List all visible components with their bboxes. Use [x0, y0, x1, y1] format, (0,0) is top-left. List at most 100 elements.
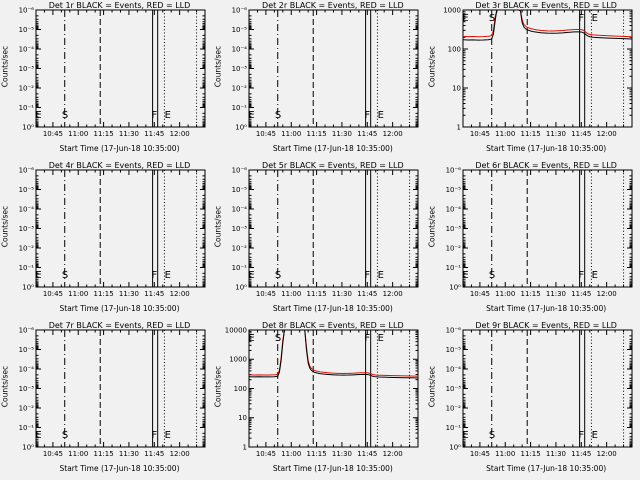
axis-frame — [462, 9, 633, 128]
x-tick-label: 11:30 — [546, 130, 566, 138]
chart-title: Det 9r BLACK = Events, RED = LLD — [475, 321, 617, 330]
x-tick-label: 12:00 — [596, 130, 616, 138]
chart-title: Det 8r BLACK = Events, RED = LLD — [262, 321, 404, 330]
x-axis-label: Start Time (17-Jun-18 10:35:00) — [486, 304, 607, 313]
x-tick-label: 10:45 — [469, 130, 489, 138]
event-letter-f: F — [578, 270, 584, 281]
y-tick-label: 10⁰ — [22, 443, 34, 451]
x-tick-label: 12:00 — [596, 450, 616, 458]
y-tick-label: 10⁻⁴ — [445, 365, 461, 373]
x-tick-label: 11:00 — [68, 290, 88, 298]
event-letter-f: F — [365, 110, 371, 121]
x-tick-label: 11:30 — [119, 290, 139, 298]
chart-title: Det 2r BLACK = Events, RED = LLD — [262, 1, 404, 10]
x-axis-label: Start Time (17-Jun-18 10:35:00) — [272, 464, 393, 473]
y-tick-label: 10⁰ — [449, 443, 461, 451]
y-tick-label: 100 — [234, 385, 247, 393]
y-tick-label: 10⁰ — [22, 283, 34, 291]
panel-det-6r: Det 6r BLACK = Events, RED = LLD Counts/… — [427, 160, 640, 320]
x-tick-label: 11:30 — [119, 130, 139, 138]
x-tick-label: 11:30 — [332, 130, 352, 138]
x-tick-label: 10:45 — [469, 290, 489, 298]
y-tick-label: 10000 — [225, 326, 247, 334]
y-tick-label: 10⁻³ — [19, 225, 35, 233]
plot-area: 10:45 11:00 11:15 11:30 11:45 12:00 10⁻⁶ 10⁻⁵ 10… — [232, 6, 419, 138]
y-tick-label: 10⁻¹ — [445, 424, 461, 432]
y-tick-label: 10⁻¹ — [445, 264, 461, 272]
event-letter-e: E — [35, 270, 41, 281]
y-tick-label: 10⁻⁵ — [19, 26, 35, 34]
x-axis-label: Start Time (17-Jun-18 10:35:00) — [59, 464, 180, 473]
event-letter-e: E — [165, 110, 171, 121]
x-tick-label: 11:15 — [94, 450, 114, 458]
x-tick-label: 12:00 — [596, 290, 616, 298]
y-tick-label: 10⁻³ — [19, 65, 35, 73]
y-tick-label: 10⁻² — [232, 84, 248, 92]
y-tick-label: 10⁻² — [19, 404, 35, 412]
event-letter-f: F — [151, 430, 157, 441]
event-letter-e: E — [35, 110, 41, 121]
panel-det-1r: Det 1r BLACK = Events, RED = LLD Counts/… — [0, 0, 213, 160]
event-letter-s: S — [275, 333, 281, 344]
plot-area: 10:45 11:00 11:15 11:30 11:45 12:00 1000 100 10 1… — [443, 6, 633, 138]
series-events — [462, 9, 632, 41]
y-tick-label: 10⁻³ — [19, 385, 35, 393]
event-letter-s: S — [489, 430, 495, 441]
y-tick-label: 1000 — [230, 356, 248, 364]
event-letter-e: E — [591, 13, 597, 24]
x-tick-label: 11:45 — [571, 290, 591, 298]
y-tick-label: 10⁻⁵ — [232, 186, 248, 194]
event-letter-e: E — [35, 430, 41, 441]
y-tick-label: 10⁻³ — [232, 65, 248, 73]
series-lld — [462, 9, 632, 38]
x-tick-label: 11:45 — [571, 450, 591, 458]
x-tick-label: 11:45 — [144, 290, 164, 298]
x-tick-label: 10:45 — [256, 290, 276, 298]
chart-title: Det 6r BLACK = Events, RED = LLD — [475, 161, 617, 170]
panel-det-5r: Det 5r BLACK = Events, RED = LLD Counts/… — [213, 160, 426, 320]
x-tick-label: 11:15 — [307, 450, 327, 458]
x-tick-label: 11:15 — [520, 450, 540, 458]
x-tick-label: 11:45 — [144, 450, 164, 458]
x-tick-label: 12:00 — [383, 450, 403, 458]
x-tick-label: 11:00 — [282, 290, 302, 298]
y-tick-label: 10⁻⁴ — [232, 45, 248, 53]
x-tick-label: 10:45 — [43, 450, 63, 458]
x-tick-label: 11:00 — [495, 290, 515, 298]
panel-det-7r: Det 7r BLACK = Events, RED = LLD Counts/… — [0, 320, 213, 480]
y-tick-label: 10⁻⁶ — [445, 166, 461, 174]
event-letter-f: F — [578, 430, 584, 441]
event-letter-e: E — [462, 13, 468, 24]
x-tick-label: 10:45 — [256, 130, 276, 138]
y-tick-label: 10⁻⁶ — [19, 326, 35, 334]
event-letter-e: E — [462, 430, 468, 441]
y-tick-label: 10⁻⁴ — [232, 205, 248, 213]
event-letter-e: E — [378, 333, 384, 344]
x-tick-label: 11:30 — [332, 290, 352, 298]
x-tick-label: 10:45 — [469, 450, 489, 458]
y-tick-label: 10⁻⁵ — [445, 346, 461, 354]
x-tick-label: 11:30 — [332, 450, 352, 458]
x-tick-label: 11:15 — [94, 130, 114, 138]
x-tick-label: 11:00 — [282, 450, 302, 458]
y-tick-label: 10⁻¹ — [19, 104, 35, 112]
x-tick-label: 10:45 — [256, 450, 276, 458]
x-tick-label: 11:15 — [94, 290, 114, 298]
y-tick-label: 10⁻⁶ — [232, 166, 248, 174]
y-tick-label: 10⁰ — [449, 283, 461, 291]
plot-area: 10:45 11:00 11:15 11:30 11:45 12:00 10⁻⁶ 10⁻⁵ 10… — [19, 6, 206, 138]
x-tick-label: 11:45 — [144, 130, 164, 138]
y-tick-label: 100 — [447, 45, 460, 53]
y-tick-label: 10⁻¹ — [232, 264, 248, 272]
event-letter-f: F — [151, 270, 157, 281]
event-letter-e: E — [249, 110, 255, 121]
plot-area: 10:45 11:00 11:15 11:30 11:45 12:00 10⁻⁶ 10⁻⁵ 10… — [232, 166, 419, 298]
panel-det-3r: Det 3r BLACK = Events, RED = LLD Counts/… — [427, 0, 640, 160]
event-letter-s: S — [489, 13, 495, 24]
series-lld — [249, 329, 419, 377]
y-tick-label: 10⁻⁶ — [19, 166, 35, 174]
plot-area: 10:45 11:00 11:15 11:30 11:45 12:00 10⁻⁶ 10⁻⁵ 10… — [19, 166, 206, 298]
event-letter-e: E — [165, 430, 171, 441]
event-letter-e: E — [165, 270, 171, 281]
x-tick-label: 11:15 — [307, 130, 327, 138]
